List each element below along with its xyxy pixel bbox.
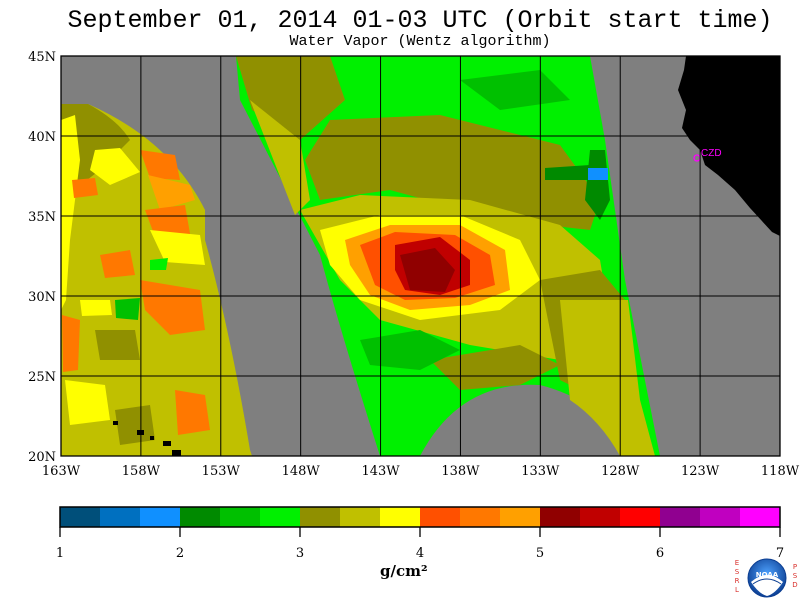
map-border	[60, 55, 781, 457]
lon-tick-label: 163W	[42, 464, 81, 479]
lon-tick-label: 123W	[681, 464, 720, 479]
colorbar-tick-label: 7	[776, 546, 784, 561]
station-label: CZD	[701, 148, 722, 159]
colorbar-swatch	[580, 507, 621, 527]
colorbar-tick-label: 6	[656, 546, 664, 561]
colorbar-swatch	[500, 507, 541, 527]
colorbar-swatch	[220, 507, 261, 527]
map-gridlines	[61, 56, 780, 456]
colorbar-swatch	[180, 507, 221, 527]
logo-letter: P	[792, 563, 798, 571]
colorbar-swatch	[300, 507, 341, 527]
colorbar-swatch	[540, 507, 581, 527]
lon-tick-labels: 163W 158W 153W 148W 143W 138W 133W 128W 123W 118W	[42, 464, 800, 479]
noaa-logo-text: NOAA	[756, 571, 779, 579]
logo-letter: L	[735, 586, 739, 594]
lat-tick-label: 40N	[28, 130, 56, 145]
colorbar-swatch	[420, 507, 461, 527]
colorbar-swatch	[60, 507, 101, 527]
logo-letter: R	[734, 577, 740, 585]
colorbar-swatch	[140, 507, 181, 527]
colorbar-unit: g/cm²	[380, 562, 428, 580]
land-mass	[678, 56, 780, 236]
colorbar-tick-label: 3	[296, 546, 304, 561]
colorbar	[59, 506, 781, 528]
lat-tick-label: 30N	[28, 290, 56, 305]
logo-letter: S	[734, 568, 740, 576]
colorbar-swatch	[460, 507, 501, 527]
colorbar-swatch	[700, 507, 741, 527]
colorbar-tick-label: 4	[416, 546, 424, 561]
lon-tick-label: 133W	[521, 464, 560, 479]
lat-tick-labels: 45N 40N 35N 30N 25N 20N	[28, 50, 56, 465]
noaa-emblem-icon: NOAA	[747, 558, 787, 598]
lon-tick-label: 118W	[761, 464, 800, 479]
colorbar-swatch	[620, 507, 661, 527]
lat-tick-label: 20N	[28, 450, 56, 465]
center-swath	[236, 56, 660, 456]
colorbar-swatch	[660, 507, 701, 527]
lon-tick-label: 138W	[441, 464, 480, 479]
lat-tick-label: 45N	[28, 50, 56, 65]
map-title: September 01, 2014 01-03 UTC (Orbit star…	[67, 6, 773, 35]
colorbar-swatch	[380, 507, 421, 527]
colorbar-swatch	[260, 507, 301, 527]
lat-tick-label: 35N	[28, 210, 56, 225]
colorbar-swatch	[340, 507, 381, 527]
map-subtitle: Water Vapor (Wentz algorithm)	[289, 33, 551, 50]
lon-tick-label: 158W	[122, 464, 161, 479]
lon-tick-label: 148W	[282, 464, 321, 479]
lon-tick-label: 153W	[202, 464, 241, 479]
colorbar-tick-label: 5	[536, 546, 544, 561]
colorbar-tick-label: 1	[56, 546, 64, 561]
colorbar-tick-label: 2	[176, 546, 184, 561]
logo-letter: S	[792, 572, 798, 580]
colorbar-swatch	[740, 507, 781, 527]
logo-letter: D	[792, 581, 798, 589]
lat-tick-label: 25N	[28, 370, 56, 385]
lon-tick-label: 128W	[601, 464, 640, 479]
lon-tick-label: 143W	[361, 464, 400, 479]
left-swath	[61, 104, 252, 456]
logo-letter: E	[734, 559, 740, 567]
map-plot-area	[61, 56, 780, 456]
colorbar-swatch	[100, 507, 141, 527]
colorbar-tick-labels: 1 2 3 4 5 6 7	[56, 527, 784, 561]
